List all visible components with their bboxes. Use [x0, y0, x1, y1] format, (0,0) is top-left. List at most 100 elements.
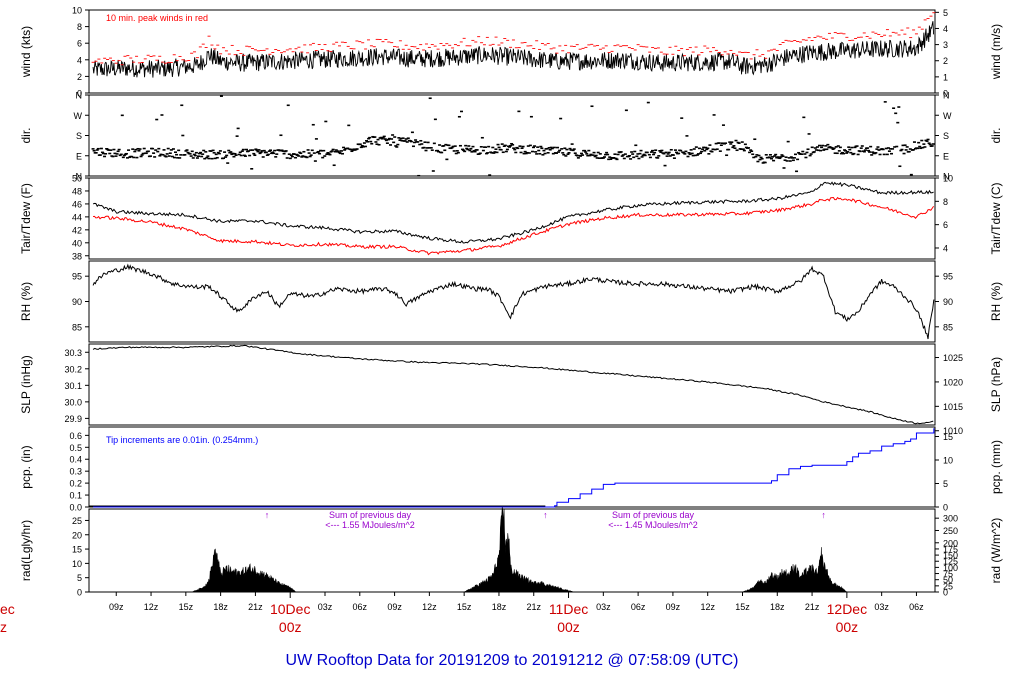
slp-right-tick-label: 1010 — [943, 426, 963, 436]
time-tick-label: 21z — [805, 602, 820, 612]
pcp-left-tick-label: 0.3 — [69, 467, 82, 477]
slp-right-tick-label: 1025 — [943, 353, 963, 363]
page-title: UW Rooftop Data for 20191209 to 20191212… — [286, 652, 739, 669]
slp-right-axis-title: SLP (hPa) — [989, 357, 1003, 412]
time-tick-label: 03z — [874, 602, 889, 612]
wind-left-tick-label: 6 — [77, 39, 82, 49]
pcp-left-tick-label: 0.0 — [69, 503, 82, 513]
slp-left-tick-label: 29.9 — [64, 414, 82, 424]
dir-left-tick-label: W — [74, 111, 83, 121]
rh-left-tick-label: 95 — [72, 272, 82, 282]
time-tick-label: 12z — [144, 602, 159, 612]
rad-right-tick-label: 125 — [943, 557, 958, 567]
time-tick-label: 15z — [735, 602, 750, 612]
dir-frame — [88, 94, 936, 177]
wind-right-axis-title: wind (m/s) — [989, 24, 1003, 80]
dir-right-tick-label: N — [943, 172, 950, 182]
temp-left-tick-label: 44 — [72, 212, 82, 222]
rh-left-tick-label: 90 — [72, 297, 82, 307]
day-tick-label: 10Dec — [270, 601, 310, 617]
rad-right-tick-label: 0 — [943, 588, 948, 598]
pcp-left-tick-label: 0.6 — [69, 431, 82, 441]
rad-left-axis-title: rad(Lgly/hr) — [19, 520, 33, 581]
wind-trace — [92, 21, 935, 78]
day-tick-label: 12Dec — [827, 601, 867, 617]
time-tick-label: 03z — [596, 602, 611, 612]
rh-left-axis-title: RH (%) — [19, 282, 33, 321]
rad-left-tick-label: 15 — [72, 545, 82, 555]
pcp-right-tick-label: 0 — [943, 503, 948, 513]
slp-right-tick-label: 1020 — [943, 377, 963, 387]
rad-sum-arrow: ↑ — [821, 510, 826, 520]
rad-left-tick-label: 20 — [72, 530, 82, 540]
pcp-left-tick-label: 0.1 — [69, 491, 82, 501]
time-tick-label: 15z — [457, 602, 472, 612]
dir-left-tick-label: N — [76, 91, 83, 101]
rad-right-tick-label: 300 — [943, 514, 958, 524]
time-tick-label: 06z — [631, 602, 646, 612]
day-tick-label-cut: ec — [0, 601, 15, 617]
rad-sum-line2-a: <--- 1.55 MJoules/m^2 — [325, 520, 415, 530]
temp-left-tick-label: 42 — [72, 225, 82, 235]
rad-left-tick-label: 5 — [77, 573, 82, 583]
temp-left-tick-label: 40 — [72, 238, 82, 248]
pcp-left-axis-title: pcp. (in) — [19, 445, 33, 488]
pcp-left-tick-label: 0.2 — [69, 479, 82, 489]
wind-left-tick-label: 2 — [77, 72, 82, 82]
time-tick-label: 18z — [213, 602, 228, 612]
time-tick-label: 09z — [109, 602, 124, 612]
temp-frame — [88, 177, 936, 260]
wind-right-tick-label: 5 — [943, 8, 948, 18]
rad-right-tick-label: 25 — [943, 581, 953, 591]
tair-trace — [92, 181, 934, 244]
wind-right-tick-label: 4 — [943, 24, 948, 34]
slp-left-tick-label: 30.1 — [64, 381, 82, 391]
dir-left-axis-title: dir. — [19, 127, 33, 143]
rad-right-tick-label: 75 — [943, 569, 953, 579]
slp-left-axis-title: SLP (inHg) — [19, 355, 33, 413]
axis-labels: wind (kts) wind (m/s) dir. dir. Tair/Tdew (F… — [19, 6, 1003, 598]
pcp-right-tick-label: 15 — [943, 432, 953, 442]
pcp-right-tick-label: 10 — [943, 455, 953, 465]
rh-left-tick-label: 85 — [72, 322, 82, 332]
dir-right-tick-label: E — [943, 151, 949, 161]
dir-left-tick-label: S — [76, 131, 82, 141]
rh-right-tick-label: 90 — [943, 297, 953, 307]
temp-left-tick-label: 46 — [72, 199, 82, 209]
wind-right-tick-label: 0 — [943, 89, 948, 99]
rh-right-tick-label: 95 — [943, 272, 953, 282]
rad-left-tick-label: 25 — [72, 516, 82, 526]
time-tick-label: 09z — [387, 602, 402, 612]
temp-right-tick-label: 4 — [943, 243, 948, 253]
rad-right-tick-label: 250 — [943, 526, 958, 536]
time-axis: 09z 12z 15z 18z 21z 03z 06z 09z 12z 15z 18z 21z 03z 0… — [0, 592, 924, 635]
temp-right-tick-label: 6 — [943, 220, 948, 230]
day-tick-label: 11Dec — [549, 601, 588, 617]
dir-right-tick-label: S — [943, 131, 949, 141]
temp-left-tick-label: 38 — [72, 251, 82, 261]
wind-right-tick-label: 3 — [943, 40, 948, 50]
rh-right-axis-title: RH (%) — [989, 282, 1003, 321]
time-tick-label: 18z — [770, 602, 785, 612]
wind-left-axis-title: wind (kts) — [19, 26, 33, 78]
rad-sum-arrow: ↑ — [265, 510, 270, 520]
panel-traces: ↑ ↑ ↑ — [89, 12, 936, 593]
rad-sum-line1-b: Sum of previous day — [612, 510, 695, 520]
rad-right-tick-label: 200 — [943, 538, 958, 548]
time-tick-label: 18z — [492, 602, 507, 612]
panel-frames — [85, 9, 939, 593]
rad-sum-line1-a: Sum of previous day — [329, 510, 412, 520]
time-tick-label: 21z — [526, 602, 541, 612]
day-tick-sublabel: 00z — [836, 619, 859, 635]
pcp-left-tick-label: 0.4 — [69, 455, 82, 465]
rad-sum-line2-b: <--- 1.45 MJoules/m^2 — [608, 520, 698, 530]
slp-left-tick-label: 30.2 — [64, 364, 82, 374]
rh-right-tick-label: 85 — [943, 322, 953, 332]
pcp-note: Tip increments are 0.01in. (0.254mm.) — [106, 435, 258, 445]
temp-left-tick-label: 50 — [72, 174, 82, 184]
wind-left-tick-label: 4 — [77, 55, 82, 65]
time-tick-label: 21z — [248, 602, 263, 612]
rad-right-tick-label: 100 — [943, 563, 958, 573]
slp-trace — [92, 344, 934, 425]
